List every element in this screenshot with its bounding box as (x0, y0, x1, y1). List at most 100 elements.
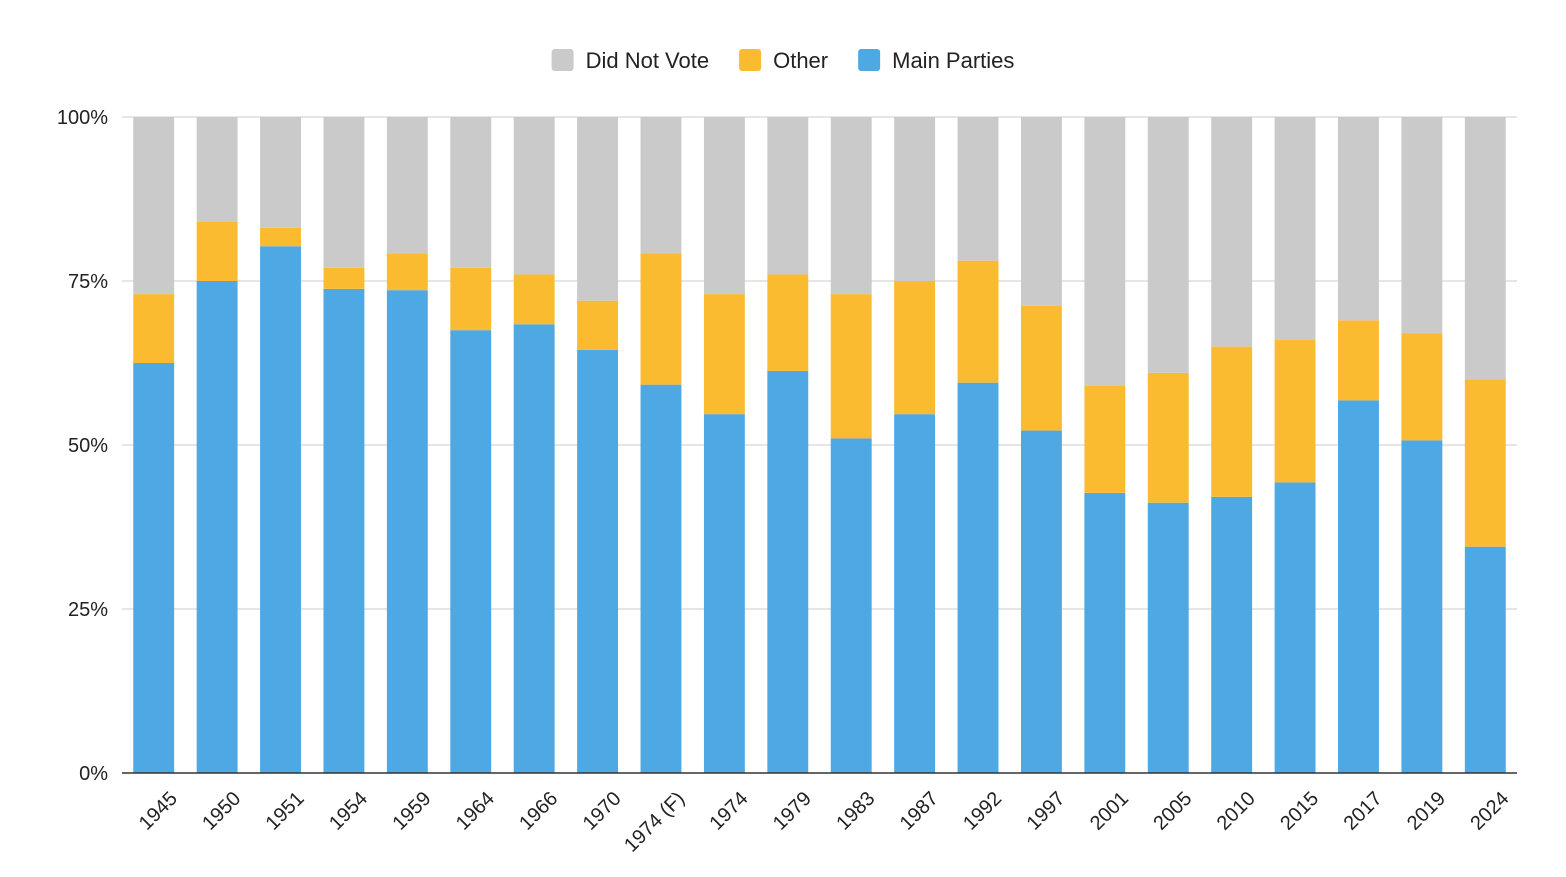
y-tick-label: 100% (57, 107, 108, 129)
bar-other-1954 (323, 267, 365, 289)
bar-main-parties-2017 (1338, 400, 1379, 773)
x-tick-label: 1954 (325, 788, 372, 835)
legend-swatch (551, 49, 574, 71)
bar-main-parties-1970 (577, 349, 619, 773)
legend-label: Other (773, 48, 828, 73)
y-axis-ticks: 0% 25% 50% 75% 100% (57, 107, 108, 785)
bar-did-not-vote-2010 (1211, 117, 1253, 347)
x-tick-label: 1951 (262, 788, 309, 835)
x-tick-label: 1950 (198, 788, 245, 835)
x-tick-label: 1974 (706, 788, 753, 835)
bar-did-not-vote-1987 (894, 117, 936, 281)
bar-other-1974 (703, 294, 745, 415)
bar-did-not-vote-1966 (513, 117, 555, 275)
bar-other-2024 (1464, 379, 1506, 547)
bar-other-1950 (196, 221, 238, 281)
x-tick-label: 1959 (388, 788, 435, 835)
bar-other-2010 (1211, 346, 1253, 497)
x-tick-label: 2015 (1276, 788, 1323, 835)
legend-item-main-parties: Main Parties (858, 48, 1014, 73)
bar-main-parties-2010 (1211, 496, 1253, 773)
y-tick-label: 25% (68, 599, 108, 621)
x-tick-label: 2024 (1466, 788, 1513, 835)
bar-other-1945 (133, 294, 175, 363)
bar-main-parties-1974-f (640, 384, 682, 773)
legend-swatch (858, 49, 881, 71)
bar-main-parties-1954 (323, 288, 365, 773)
bar-main-parties-1966 (513, 324, 555, 773)
x-tick-label: 1987 (896, 788, 943, 835)
legend-swatch (739, 49, 762, 71)
x-tick-label: 2005 (1149, 788, 1196, 835)
bar-other-2017 (1338, 320, 1379, 401)
bar-did-not-vote-1974-f (640, 117, 682, 254)
bar-other-1987 (894, 281, 936, 415)
bar-did-not-vote-2015 (1274, 117, 1316, 341)
bar-other-2019 (1401, 333, 1443, 441)
bar-other-1992 (957, 260, 999, 383)
bar-main-parties-2001 (1084, 492, 1126, 773)
x-tick-label: 1997 (1023, 788, 1070, 835)
bar-did-not-vote-1964 (450, 117, 492, 268)
bar-did-not-vote-1951 (260, 117, 301, 228)
bars (133, 117, 1506, 773)
y-tick-label: 0% (79, 763, 108, 785)
bar-did-not-vote-1979 (767, 117, 809, 275)
bar-did-not-vote-1974 (703, 117, 745, 295)
x-tick-label: 2010 (1213, 788, 1260, 835)
bar-other-1966 (513, 274, 555, 325)
y-tick-label: 50% (68, 435, 108, 457)
bar-did-not-vote-1997 (1020, 117, 1062, 306)
bar-did-not-vote-1983 (830, 117, 872, 295)
bar-main-parties-1987 (894, 414, 936, 773)
bar-did-not-vote-2019 (1401, 117, 1443, 334)
bar-other-1997 (1020, 305, 1062, 431)
x-tick-label: 1964 (452, 788, 499, 835)
y-tick-label: 75% (68, 271, 108, 293)
bar-other-1951 (260, 227, 301, 247)
x-tick-label: 1992 (959, 788, 1006, 835)
bar-other-2015 (1274, 340, 1316, 483)
bar-other-1974-f (640, 253, 682, 385)
legend-item-did-not-vote: Did Not Vote (551, 48, 710, 73)
bar-other-1983 (830, 294, 872, 439)
x-tick-label: 1974 (F) (620, 788, 689, 857)
legend-label: Main Parties (892, 48, 1014, 73)
x-tick-label: 2019 (1403, 788, 1450, 835)
bar-main-parties-1997 (1020, 430, 1062, 773)
bar-other-1959 (386, 253, 428, 291)
bar-did-not-vote-1959 (386, 117, 428, 254)
x-tick-label: 2017 (1340, 788, 1387, 835)
x-tick-label: 1979 (769, 788, 816, 835)
bar-did-not-vote-1992 (957, 117, 999, 261)
bar-did-not-vote-2005 (1147, 117, 1189, 373)
bar-main-parties-1959 (386, 290, 428, 773)
bar-main-parties-1979 (767, 370, 809, 773)
bar-main-parties-1950 (196, 281, 238, 773)
bar-did-not-vote-2017 (1338, 117, 1379, 321)
legend-label: Did Not Vote (586, 48, 710, 73)
x-tick-label: 1945 (135, 788, 182, 835)
bar-did-not-vote-1970 (577, 117, 619, 301)
bar-other-2001 (1084, 385, 1126, 493)
bar-did-not-vote-1945 (133, 117, 175, 295)
legend: Did Not Vote Other Main Parties (551, 48, 1014, 73)
bar-did-not-vote-2024 (1464, 117, 1506, 380)
bar-main-parties-2005 (1147, 502, 1189, 773)
x-tick-label: 2001 (1086, 788, 1133, 835)
bar-did-not-vote-1954 (323, 117, 365, 268)
x-tick-label: 1970 (579, 788, 626, 835)
bar-main-parties-1964 (450, 330, 492, 773)
bar-main-parties-2015 (1274, 482, 1316, 773)
bar-other-1964 (450, 267, 492, 331)
bar-main-parties-1945 (133, 363, 175, 773)
bar-main-parties-1951 (260, 246, 301, 773)
bar-other-2005 (1147, 372, 1189, 503)
bar-did-not-vote-2001 (1084, 117, 1126, 386)
legend-item-other: Other (739, 48, 828, 73)
bar-main-parties-1983 (830, 438, 872, 773)
bar-main-parties-1992 (957, 382, 999, 773)
